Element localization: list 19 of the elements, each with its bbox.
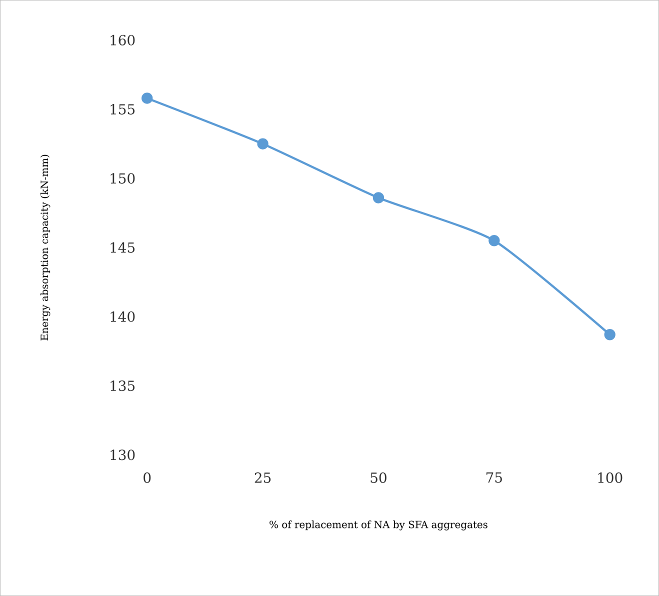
x-tick-label: 100	[598, 472, 622, 483]
point	[142, 92, 153, 104]
x-tick-label: 75	[486, 472, 502, 483]
y-tick-label: 130	[110, 450, 135, 460]
x-tick-label: 0	[144, 472, 151, 483]
y-tick-label: 150	[110, 173, 135, 184]
x-tick-label: 25	[254, 472, 271, 483]
y-tick-label: 135	[110, 380, 135, 392]
point	[372, 192, 384, 204]
y-tick-label: 145	[110, 242, 135, 253]
point	[604, 329, 616, 340]
y-axis-title: Energy absorption capacity (kN-mm)	[40, 154, 50, 340]
y-tick-label: 160	[110, 34, 135, 46]
y-tick-label: 155	[110, 104, 135, 115]
y-tick-label: 140	[110, 311, 135, 322]
point	[488, 235, 500, 246]
x-tick-label: 50	[370, 472, 386, 483]
x-axis-title: % of replacement of NA by SFA aggregates	[270, 520, 488, 530]
point	[257, 138, 268, 150]
